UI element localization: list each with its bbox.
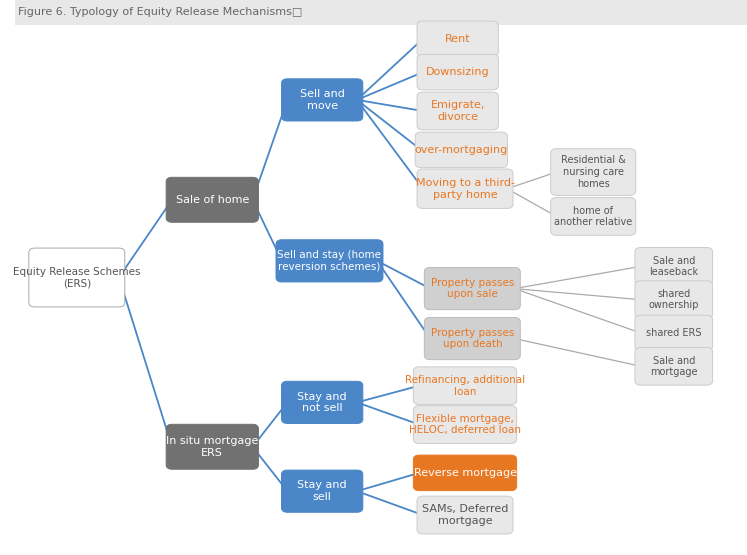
FancyBboxPatch shape	[282, 470, 363, 512]
FancyBboxPatch shape	[413, 406, 517, 443]
FancyBboxPatch shape	[635, 347, 713, 385]
Text: Emigrate,
divorce: Emigrate, divorce	[430, 100, 485, 122]
Text: Moving to a third-
party home: Moving to a third- party home	[415, 178, 515, 199]
FancyBboxPatch shape	[417, 54, 498, 90]
Text: Rent: Rent	[445, 34, 471, 44]
FancyBboxPatch shape	[282, 79, 363, 121]
Text: Refinancing, additional
loan: Refinancing, additional loan	[405, 375, 525, 396]
FancyBboxPatch shape	[415, 132, 507, 168]
Text: Residential &
nursing care
homes: Residential & nursing care homes	[561, 155, 626, 189]
Text: Sale and
leaseback: Sale and leaseback	[649, 256, 698, 277]
Text: Stay and
sell: Stay and sell	[297, 481, 347, 502]
Text: Property passes
upon sale: Property passes upon sale	[430, 278, 514, 299]
FancyBboxPatch shape	[417, 92, 498, 130]
Text: Figure 6. Typology of Equity Release Mechanisms□: Figure 6. Typology of Equity Release Mec…	[18, 7, 303, 17]
Text: Stay and
not sell: Stay and not sell	[297, 392, 347, 413]
FancyBboxPatch shape	[551, 149, 636, 195]
Text: Sell and
move: Sell and move	[300, 89, 344, 110]
FancyBboxPatch shape	[424, 317, 521, 360]
FancyBboxPatch shape	[417, 169, 513, 208]
Text: In situ mortgage
ERS: In situ mortgage ERS	[166, 436, 258, 457]
FancyBboxPatch shape	[276, 240, 383, 282]
FancyBboxPatch shape	[635, 315, 713, 351]
Text: Flexible mortgage,
HELOC, deferred loan: Flexible mortgage, HELOC, deferred loan	[409, 414, 521, 435]
FancyBboxPatch shape	[417, 21, 498, 57]
Text: Sale and
mortgage: Sale and mortgage	[650, 356, 698, 377]
Text: over-mortgaging: over-mortgaging	[415, 145, 508, 155]
FancyBboxPatch shape	[424, 268, 521, 310]
FancyBboxPatch shape	[29, 248, 125, 307]
FancyBboxPatch shape	[551, 198, 636, 235]
Text: Reverse mortgage: Reverse mortgage	[414, 468, 516, 478]
Text: shared ERS: shared ERS	[646, 328, 701, 338]
Text: home of
another relative: home of another relative	[554, 206, 632, 227]
FancyBboxPatch shape	[413, 367, 517, 405]
Text: Equity Release Schemes
(ERS): Equity Release Schemes (ERS)	[13, 267, 140, 288]
FancyBboxPatch shape	[635, 281, 713, 319]
Text: SAMs, Deferred
mortgage: SAMs, Deferred mortgage	[422, 504, 508, 526]
FancyBboxPatch shape	[413, 455, 517, 491]
Text: Sell and stay (home
reversion schemes): Sell and stay (home reversion schemes)	[277, 250, 382, 271]
FancyBboxPatch shape	[166, 424, 258, 470]
Text: Sale of home: Sale of home	[176, 195, 249, 205]
Text: Downsizing: Downsizing	[426, 67, 489, 77]
FancyBboxPatch shape	[282, 381, 363, 423]
FancyBboxPatch shape	[417, 496, 513, 534]
FancyBboxPatch shape	[635, 248, 713, 285]
FancyBboxPatch shape	[166, 178, 258, 222]
FancyBboxPatch shape	[14, 0, 747, 25]
Text: Property passes
upon death: Property passes upon death	[430, 328, 514, 349]
Text: shared
ownership: shared ownership	[648, 289, 699, 310]
